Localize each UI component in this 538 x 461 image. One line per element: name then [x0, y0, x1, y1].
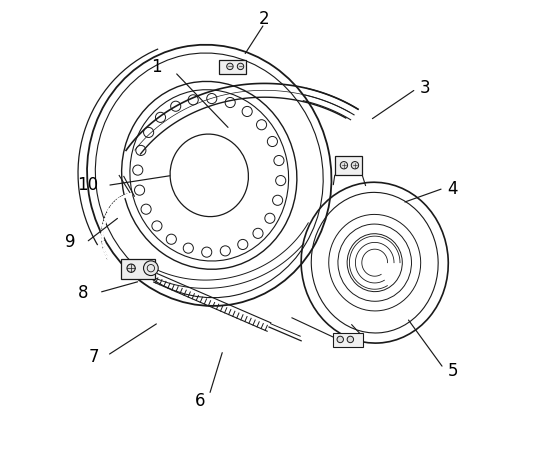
Circle shape: [237, 63, 244, 70]
Circle shape: [337, 336, 343, 343]
Circle shape: [127, 264, 135, 272]
Circle shape: [144, 261, 158, 276]
Text: 8: 8: [77, 284, 88, 301]
Circle shape: [340, 161, 348, 169]
Text: 1: 1: [151, 59, 162, 77]
Circle shape: [351, 161, 359, 169]
Text: 4: 4: [448, 180, 458, 198]
Bar: [334, 333, 363, 347]
Text: 5: 5: [448, 362, 458, 380]
Circle shape: [226, 63, 233, 70]
Text: 2: 2: [259, 10, 270, 28]
Text: 3: 3: [420, 79, 430, 97]
Text: 9: 9: [65, 233, 76, 251]
Bar: [121, 260, 155, 279]
Bar: [220, 60, 246, 74]
Text: 7: 7: [88, 348, 98, 366]
Text: 6: 6: [195, 391, 206, 409]
Text: 10: 10: [77, 176, 98, 194]
Bar: [335, 156, 362, 175]
Circle shape: [347, 336, 353, 343]
